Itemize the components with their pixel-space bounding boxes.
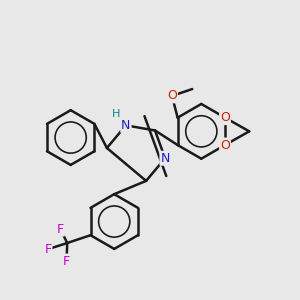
Text: H: H (112, 109, 120, 118)
Text: O: O (167, 89, 177, 102)
Text: F: F (63, 254, 70, 268)
Text: F: F (44, 243, 52, 256)
Text: F: F (57, 223, 64, 236)
Text: O: O (220, 139, 230, 152)
Text: N: N (121, 119, 130, 132)
Text: O: O (220, 111, 230, 124)
Text: N: N (160, 152, 170, 165)
